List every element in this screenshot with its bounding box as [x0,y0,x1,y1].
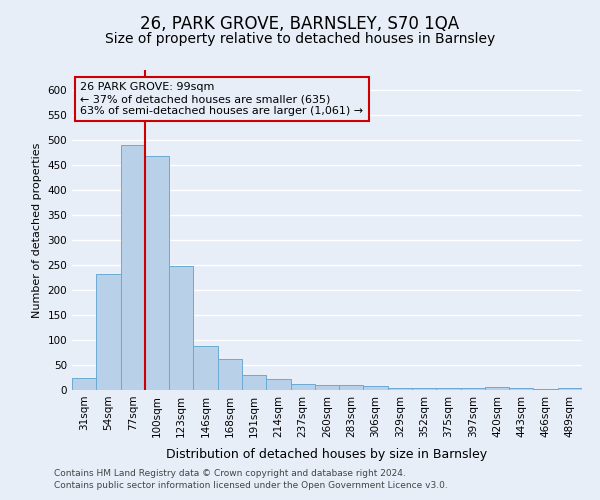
Bar [266,379,290,390]
Y-axis label: Number of detached properties: Number of detached properties [32,142,42,318]
Bar [218,358,242,390]
Bar [339,385,364,390]
Text: Size of property relative to detached houses in Barnsley: Size of property relative to detached ho… [105,32,495,46]
Text: 26 PARK GROVE: 99sqm
← 37% of detached houses are smaller (635)
63% of semi-deta: 26 PARK GROVE: 99sqm ← 37% of detached h… [80,82,364,116]
Bar [364,386,388,390]
Bar [290,384,315,390]
X-axis label: Distribution of detached houses by size in Barnsley: Distribution of detached houses by size … [166,448,488,461]
Bar [388,388,412,390]
Text: 26, PARK GROVE, BARNSLEY, S70 1QA: 26, PARK GROVE, BARNSLEY, S70 1QA [140,15,460,33]
Bar [169,266,193,390]
Bar [121,144,145,390]
Bar [485,387,509,390]
Bar [96,274,121,390]
Bar [461,388,485,390]
Text: Contains public sector information licensed under the Open Government Licence v3: Contains public sector information licen… [54,481,448,490]
Bar [242,374,266,390]
Bar [509,388,533,390]
Bar [412,388,436,390]
Bar [193,346,218,390]
Bar [558,388,582,390]
Bar [436,388,461,390]
Text: Contains HM Land Registry data © Crown copyright and database right 2024.: Contains HM Land Registry data © Crown c… [54,468,406,477]
Bar [145,156,169,390]
Bar [533,389,558,390]
Bar [315,384,339,390]
Bar [72,378,96,390]
